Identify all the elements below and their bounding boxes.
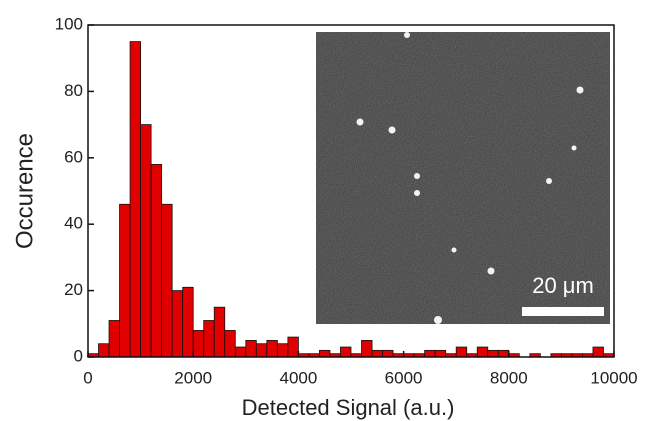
bar (119, 203, 131, 358)
bar (455, 346, 468, 358)
bar (487, 349, 499, 358)
bar (213, 306, 226, 358)
bar (497, 349, 510, 358)
x-tick-label: 6000 (385, 368, 423, 387)
bar (287, 336, 299, 358)
bar (224, 330, 236, 358)
bar (140, 124, 152, 358)
y-tick-label: 60 (64, 147, 83, 166)
bar (424, 349, 436, 358)
bar (234, 346, 247, 358)
plot-frame (87, 24, 615, 358)
y-tick-label: 0 (74, 346, 83, 365)
bar (108, 320, 120, 358)
y-tick-label: 20 (64, 280, 83, 299)
y-axis-label: Occurence (11, 133, 38, 249)
y-tick-label: 80 (64, 81, 83, 100)
bar (371, 349, 383, 358)
bar (434, 349, 447, 358)
bar (192, 330, 205, 358)
bar (592, 346, 604, 358)
scale-label: 20 μm (532, 273, 594, 298)
bar (171, 290, 184, 358)
bar (203, 320, 215, 358)
x-axis-label: Detected Signal (a.u.) (242, 395, 455, 420)
bar (340, 346, 352, 358)
bar (161, 203, 173, 358)
bar (98, 343, 110, 358)
bar (476, 346, 489, 358)
x-tick-label: 0 (83, 368, 92, 387)
bar (182, 286, 194, 358)
bar (361, 339, 373, 358)
x-tick-label: 10000 (590, 368, 637, 387)
bar (150, 164, 163, 358)
y-tick-label: 40 (64, 214, 83, 233)
bar (129, 41, 142, 358)
x-tick-label: 4000 (279, 368, 317, 387)
bar (319, 349, 331, 358)
y-tick-label: 100 (55, 14, 83, 33)
bar (255, 343, 268, 358)
inset-image (316, 32, 610, 324)
bar (266, 339, 278, 358)
x-tick-label: 8000 (490, 368, 528, 387)
bar (382, 349, 394, 358)
bar (276, 343, 289, 358)
x-tick-label: 2000 (174, 368, 212, 387)
bar (245, 339, 257, 358)
